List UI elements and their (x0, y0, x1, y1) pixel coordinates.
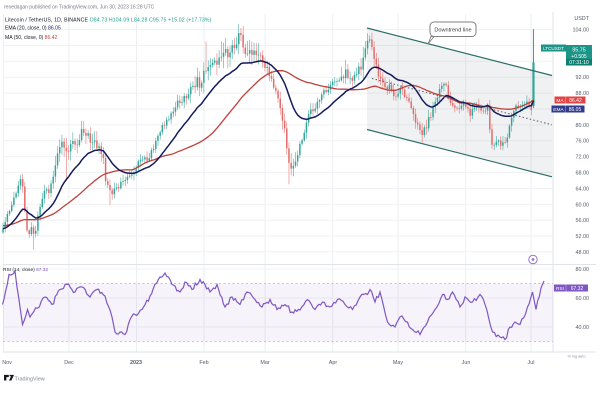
svg-text:EMA (20, close, 0) 86.05: EMA (20, close, 0) 86.05 (5, 25, 61, 31)
svg-text:RSI: RSI (556, 286, 564, 292)
svg-text:Nov: Nov (2, 360, 12, 366)
svg-text:renedagan published on Trading: renedagan published on TradingView.com, … (4, 5, 155, 11)
svg-text:LTCUSDT: LTCUSDT (543, 46, 564, 51)
svg-text:95.75: 95.75 (572, 47, 586, 53)
svg-text:86.05: 86.05 (569, 107, 582, 113)
svg-text:64.00: 64.00 (576, 186, 590, 192)
svg-text:60.00: 60.00 (576, 296, 590, 302)
svg-text:07:31:10: 07:31:10 (569, 60, 589, 66)
svg-text:+0.505: +0.505 (571, 54, 587, 60)
svg-text:MA: MA (556, 98, 564, 104)
svg-text:86.42: 86.42 (569, 98, 582, 104)
svg-text:67.32: 67.32 (571, 286, 584, 292)
svg-text:60.00: 60.00 (576, 202, 590, 208)
svg-text:Downtrend line: Downtrend line (434, 28, 471, 34)
svg-text:May: May (393, 360, 403, 366)
svg-text:88.00: 88.00 (576, 91, 590, 97)
svg-text:72.00: 72.00 (576, 155, 590, 161)
svg-text:TradingView: TradingView (15, 376, 45, 382)
svg-text:Apr: Apr (329, 360, 338, 366)
svg-text:RSI (14, close) 67.32: RSI (14, close) 67.32 (3, 267, 48, 273)
svg-text:Mar: Mar (260, 360, 269, 366)
svg-text:Litecoin / TetherUS, 1D, BINAN: Litecoin / TetherUS, 1D, BINANCE O84.73 … (5, 18, 212, 24)
svg-text:2023: 2023 (130, 360, 142, 366)
svg-text:Jun: Jun (462, 360, 471, 366)
svg-text:52.00: 52.00 (576, 234, 590, 240)
svg-text:Dec: Dec (64, 360, 74, 366)
svg-text:40.00: 40.00 (576, 325, 590, 331)
svg-text:68.00: 68.00 (576, 171, 590, 177)
svg-text:EMA: EMA (553, 107, 564, 113)
svg-text:76.00: 76.00 (576, 139, 590, 145)
svg-text:Jul: Jul (528, 360, 535, 366)
svg-text:80.00: 80.00 (576, 267, 590, 273)
svg-text:56.00: 56.00 (576, 218, 590, 224)
svg-text:92.00: 92.00 (576, 75, 590, 81)
svg-text:% log auto: % log auto (568, 355, 586, 359)
svg-text:80.00: 80.00 (576, 123, 590, 129)
svg-text:48.00: 48.00 (576, 250, 590, 256)
svg-text:Feb: Feb (199, 360, 208, 366)
svg-text:104.00: 104.00 (573, 28, 590, 34)
svg-text:USDT: USDT (574, 16, 589, 22)
svg-text:MA (50, close, 0) 86.42: MA (50, close, 0) 86.42 (5, 35, 58, 41)
